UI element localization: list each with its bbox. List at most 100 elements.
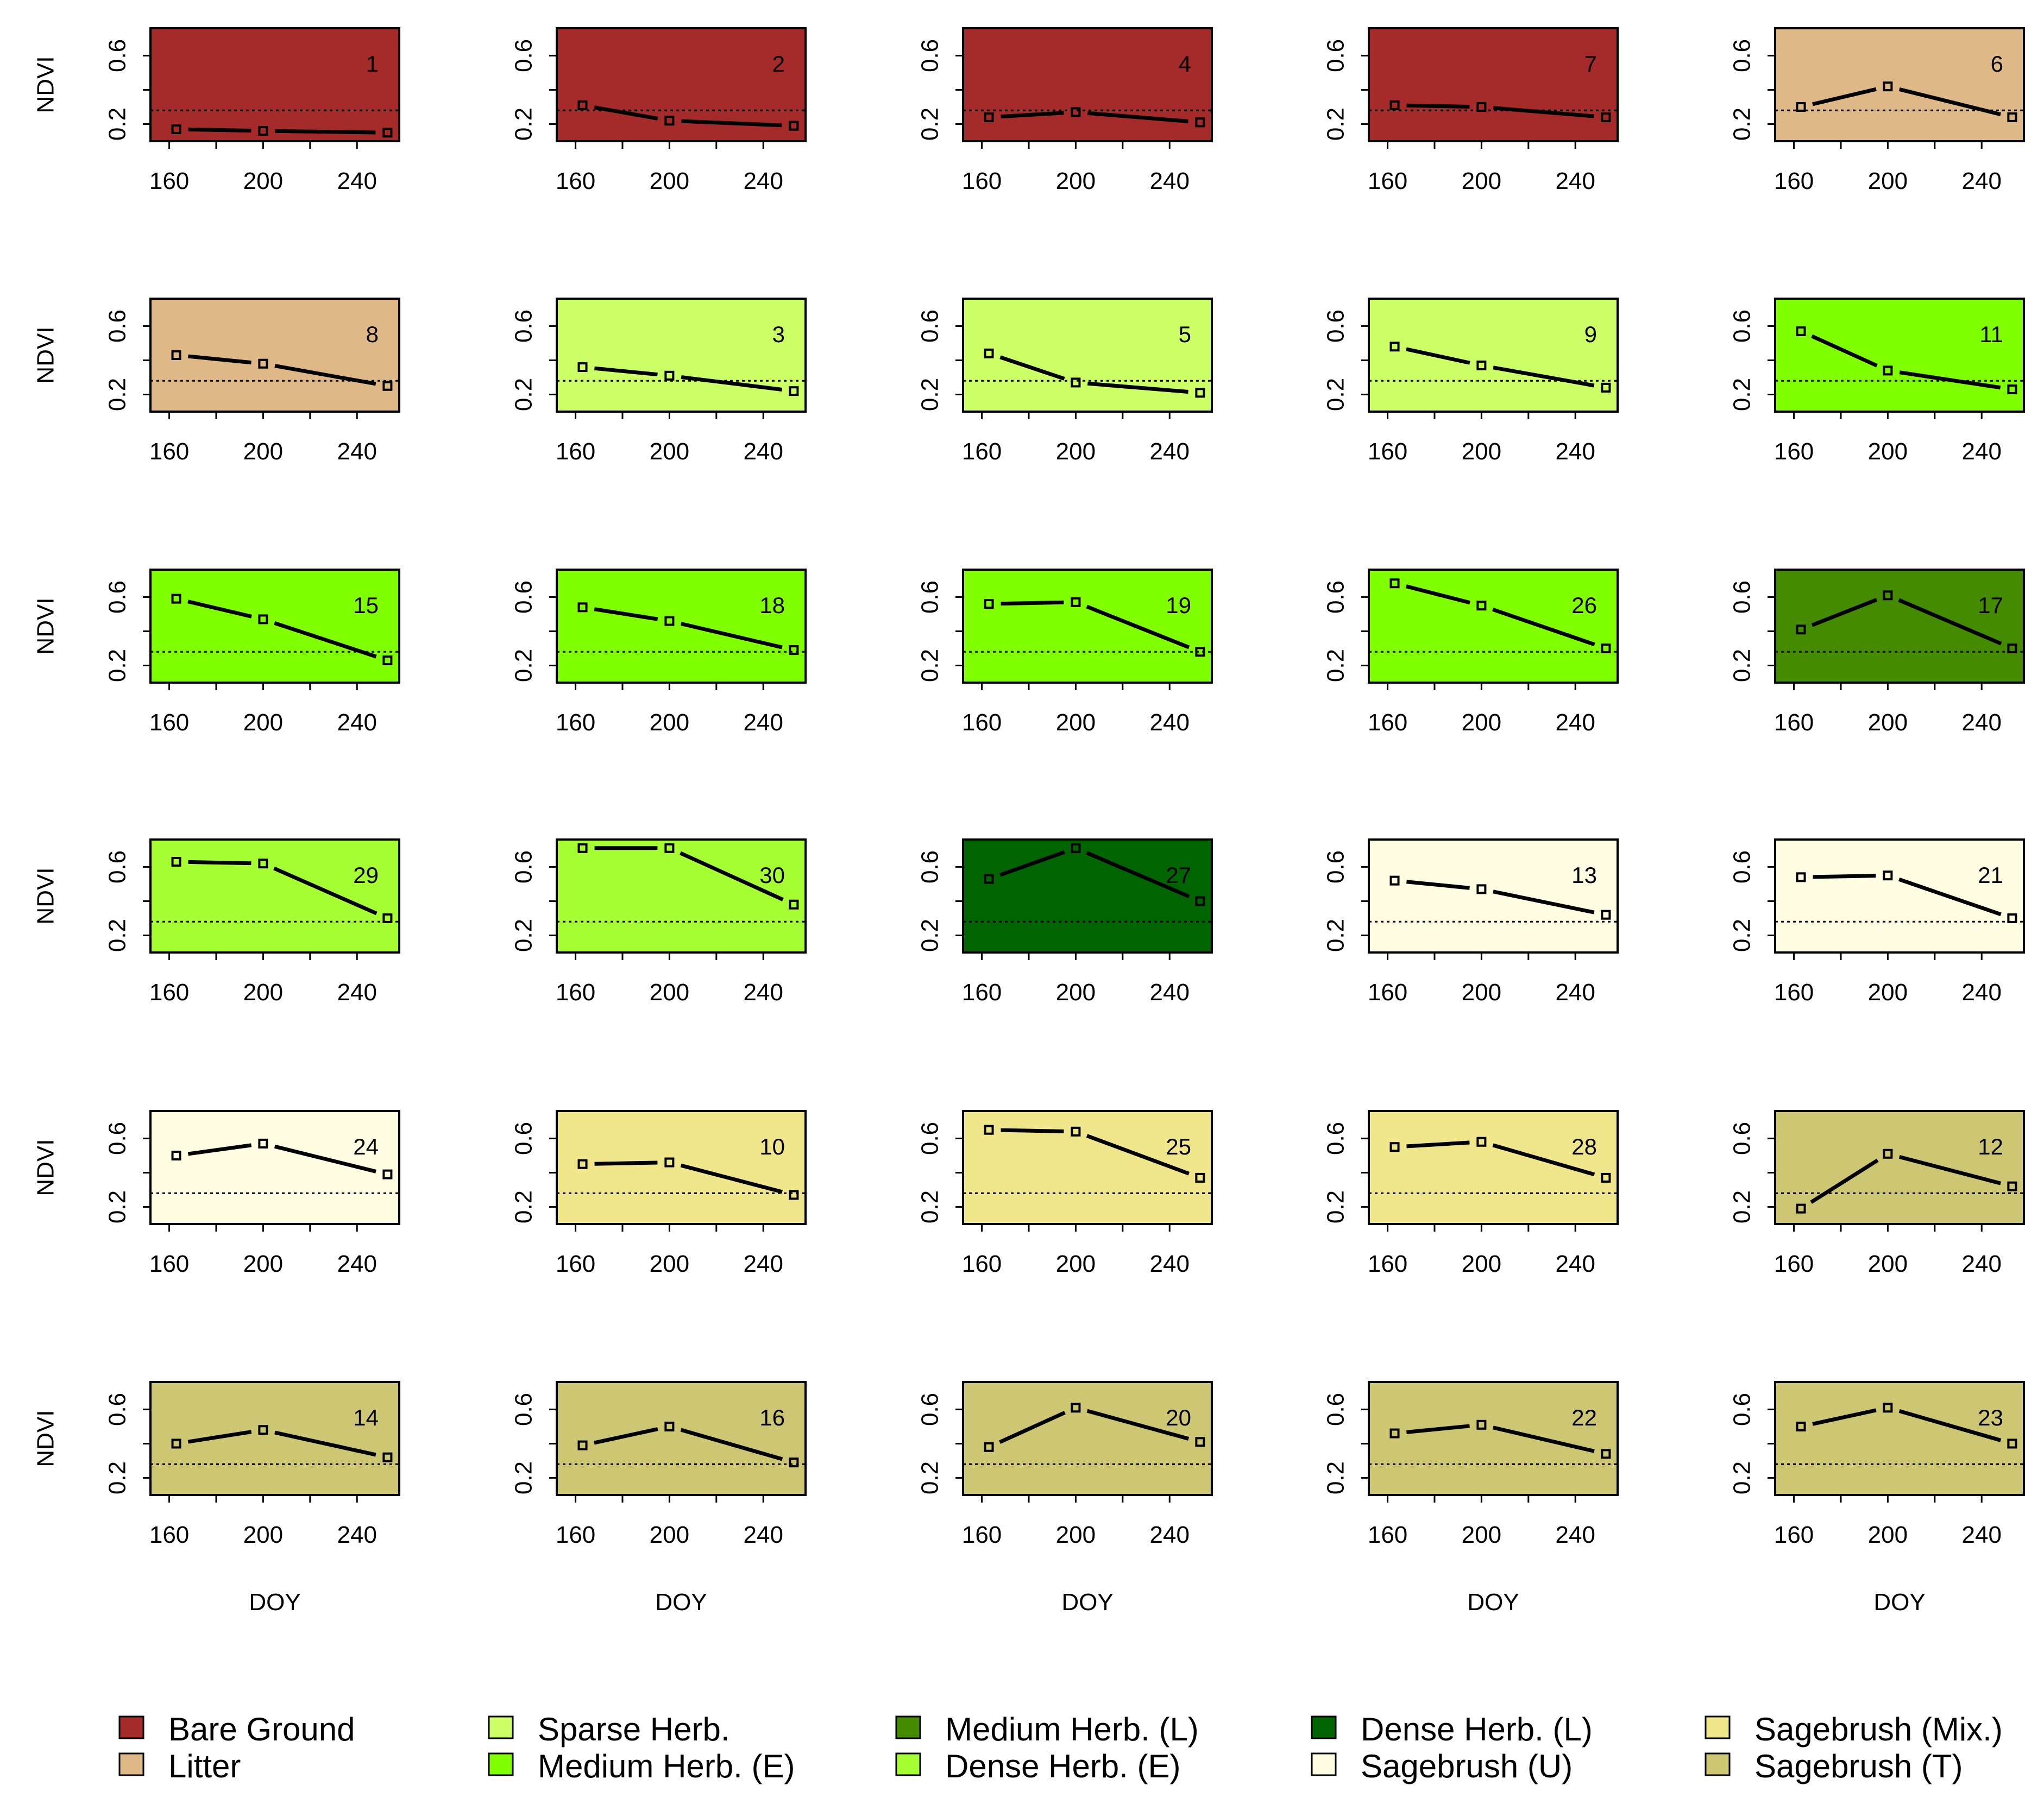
data-point: [577, 1159, 588, 1169]
series-segment: [274, 1430, 376, 1457]
series-segment: [999, 850, 1065, 877]
x-tick-label: 240: [1962, 1522, 2002, 1548]
legend-swatch: [1311, 1715, 1337, 1739]
x-tick-label: 200: [1868, 1522, 1908, 1548]
x-tick-label: 160: [1368, 168, 1407, 194]
panel-background: [1368, 569, 1619, 684]
data-point: [171, 350, 181, 360]
data-point: [577, 1440, 588, 1450]
x-tick-label: 240: [337, 1251, 377, 1277]
data-point: [1195, 1437, 1205, 1447]
x-tick-label: 240: [1556, 168, 1595, 194]
legend-label: Sagebrush (Mix.): [1754, 1711, 2003, 1747]
series-segment: [681, 622, 783, 649]
y-tick-label: 0.6: [104, 581, 131, 614]
x-tick-label: 160: [962, 1251, 1002, 1277]
x-tick-label: 240: [1150, 168, 1190, 194]
panel-2: 2 160 200 240 0.2 0.6: [511, 27, 807, 194]
y-tick-label: 0.6: [104, 39, 131, 72]
data-point: [2007, 913, 2017, 923]
y-tick-label: 0.2: [1323, 1190, 1349, 1223]
legend-item: Sagebrush (Mix.): [1705, 1711, 2003, 1747]
panel-id-label: 27: [1166, 862, 1191, 888]
y-tick-label: 0.2: [917, 1190, 944, 1223]
series-segment: [274, 621, 377, 659]
x-tick-label: 160: [1368, 1251, 1407, 1277]
x-tick-label: 200: [1056, 168, 1096, 194]
x-tick-label: 200: [1462, 979, 1501, 1006]
panel-background: [1368, 1110, 1619, 1225]
series-segment: [1001, 1128, 1064, 1133]
data-point: [1389, 1428, 1400, 1439]
data-point: [382, 128, 393, 138]
series-segment: [1493, 889, 1595, 914]
series-segment: [999, 1411, 1066, 1444]
series-segment: [188, 860, 251, 866]
x-tick-label: 240: [744, 1522, 783, 1548]
y-tick-label: 0.2: [917, 919, 944, 952]
panel-21: 21 160 200 240 0.2 0.6: [1729, 838, 2025, 1006]
y-tick-label: 0.6: [104, 1393, 131, 1426]
panel-8: 8 160 200 240 0.2 0.6 NDVI: [33, 298, 400, 465]
panel-id-label: 30: [759, 862, 785, 888]
x-tick-label: 200: [1868, 979, 1908, 1006]
panel-15: 15 160 200 240 0.2 0.6 NDVI: [33, 569, 400, 736]
y-tick-label: 0.2: [1729, 1461, 1756, 1494]
panel-id-label: 24: [353, 1134, 379, 1159]
panel-24: 24 160 200 240 0.2 0.6 NDVI: [33, 1110, 400, 1277]
panel-id-label: 2: [772, 51, 785, 77]
y-tick-label: 0.6: [1323, 1393, 1349, 1426]
x-axis-label: DOY: [1873, 1589, 1925, 1616]
panel-18: 18 160 200 240 0.2 0.6: [511, 569, 807, 736]
y-tick-label: 0.2: [511, 1190, 537, 1223]
panel-background: [962, 569, 1213, 684]
panel-13: 13 160 200 240 0.2 0.6: [1323, 838, 1619, 1006]
y-tick-label: 0.2: [1729, 919, 1756, 952]
legend-item: Dense Herb. (E): [895, 1748, 1180, 1784]
panel-background: [962, 838, 1213, 954]
x-tick-label: 200: [1462, 438, 1501, 465]
legend-item: Sagebrush (U): [1311, 1748, 1573, 1784]
data-point: [664, 1157, 675, 1168]
series-segment: [1898, 878, 2002, 917]
panel-id-label: 29: [353, 862, 379, 888]
series-segment: [273, 866, 378, 916]
panel-id-label: 28: [1571, 1134, 1597, 1159]
data-point: [1601, 1449, 1611, 1459]
data-point: [382, 1452, 393, 1462]
panel-background: [556, 838, 807, 954]
panel-16: 16 160 200 240 0.2 0.6 DOY: [511, 1381, 807, 1616]
data-point: [789, 1190, 799, 1200]
data-point: [258, 126, 268, 136]
panel-background: [556, 298, 807, 413]
x-tick-label: 200: [243, 709, 283, 736]
y-tick-label: 0.6: [104, 1122, 131, 1155]
x-tick-label: 200: [243, 1522, 283, 1548]
legend-swatch: [895, 1715, 921, 1739]
panel-7: 7 160 200 240 0.2 0.6: [1323, 27, 1619, 194]
x-tick-label: 240: [337, 979, 377, 1006]
legend-label: Dense Herb. (L): [1361, 1711, 1593, 1747]
y-tick-label: 0.6: [1323, 1122, 1349, 1155]
series-segment: [1493, 106, 1594, 118]
x-axis-label: DOY: [1467, 1589, 1519, 1616]
legend-item: Sagebrush (T): [1705, 1748, 1963, 1784]
data-point: [789, 121, 799, 131]
panel-11: 11 160 200 240 0.2 0.6: [1729, 298, 2025, 465]
y-tick-label: 0.2: [511, 108, 537, 141]
y-tick-label: 0.6: [917, 39, 944, 72]
y-tick-label: 0.2: [104, 108, 131, 141]
panel-23: 23 160 200 240 0.2 0.6 DOY: [1729, 1381, 2025, 1616]
y-tick-label: 0.2: [1323, 108, 1349, 141]
x-tick-label: 240: [1556, 979, 1595, 1006]
x-axis-label: DOY: [1061, 1589, 1113, 1616]
y-tick-label: 0.2: [1323, 1461, 1349, 1494]
series-segment: [681, 375, 782, 392]
data-point: [1476, 1419, 1487, 1430]
data-point: [382, 1169, 393, 1179]
x-tick-label: 200: [1462, 168, 1501, 194]
x-tick-label: 240: [744, 709, 783, 736]
data-point: [1195, 896, 1205, 906]
x-tick-label: 200: [650, 438, 689, 465]
series-segment: [1001, 600, 1064, 606]
